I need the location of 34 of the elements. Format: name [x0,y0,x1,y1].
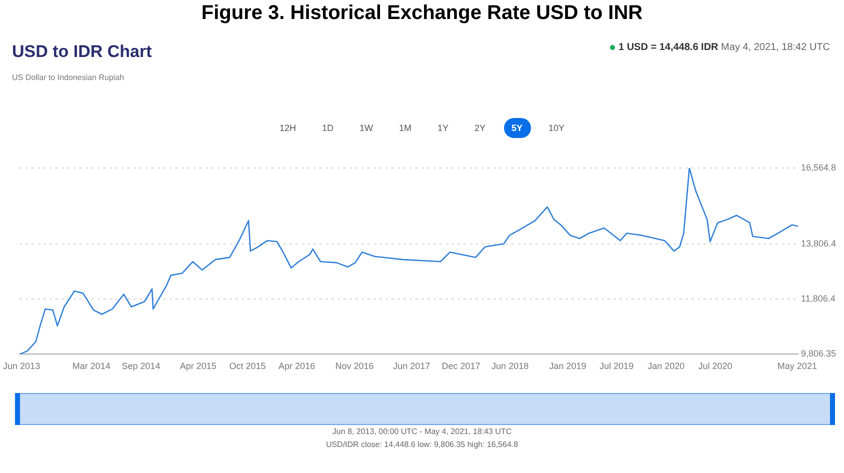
text: 12H [278,122,297,135]
text: 1W [358,122,374,135]
y-tick-label: 13,806.4 [801,238,836,248]
text: US Dollar to Indonesian Rupiah [12,73,124,82]
x-tick-label: Jun 2017 [393,361,430,372]
text: 1 USD = 14,448.6 IDR [618,42,718,53]
x-tick-label: Jun 2013 [3,361,40,372]
x-tick-label: Oct 2015 [229,361,266,372]
y-tick-label: 11,806.4 [801,294,836,304]
y-tick-label: 16,564.8 [801,162,836,172]
y-tick-label: 9,806.35 [801,348,836,359]
x-tick-label: Jul 2019 [600,361,634,372]
text: USD/IDR close: 14,448.6 low: 9,806.35 high: 16,564.8 [324,440,520,449]
x-tick-label: Nov 2016 [335,361,374,372]
x-tick-label: Jan 2020 [648,361,685,372]
x-tick-label: Dec 2017 [442,361,480,372]
x-tick-label: Apr 2016 [278,361,316,372]
chart-subtitle: USD to IDR Chart [12,42,152,62]
text: May 4, 2021, 18:42 UTC [721,42,830,53]
text: 10Y [548,122,566,135]
x-tick-label: Sep 2014 [122,361,160,372]
text: Jun 8, 2013, 00:00 UTC - May 4, 2021, 18:43 UTC [331,427,513,436]
text: 1Y [436,122,450,135]
text: 2Y [474,122,487,135]
x-tick-label: Apr 2015 [180,361,216,372]
text: 5Y [504,118,531,138]
text: 1M [398,122,412,135]
x-tick-label: Jun 2018 [492,361,529,372]
x-tick-label: May 2021 [777,361,817,372]
x-tick-label: Jul 2020 [698,361,732,372]
x-tick-label: Jan 2019 [549,361,586,372]
chart-title: Figure 3. Historical Exchange Rate USD to INR [200,2,644,25]
x-tick-label: Mar 2014 [72,361,110,372]
text: 1D [320,122,334,135]
